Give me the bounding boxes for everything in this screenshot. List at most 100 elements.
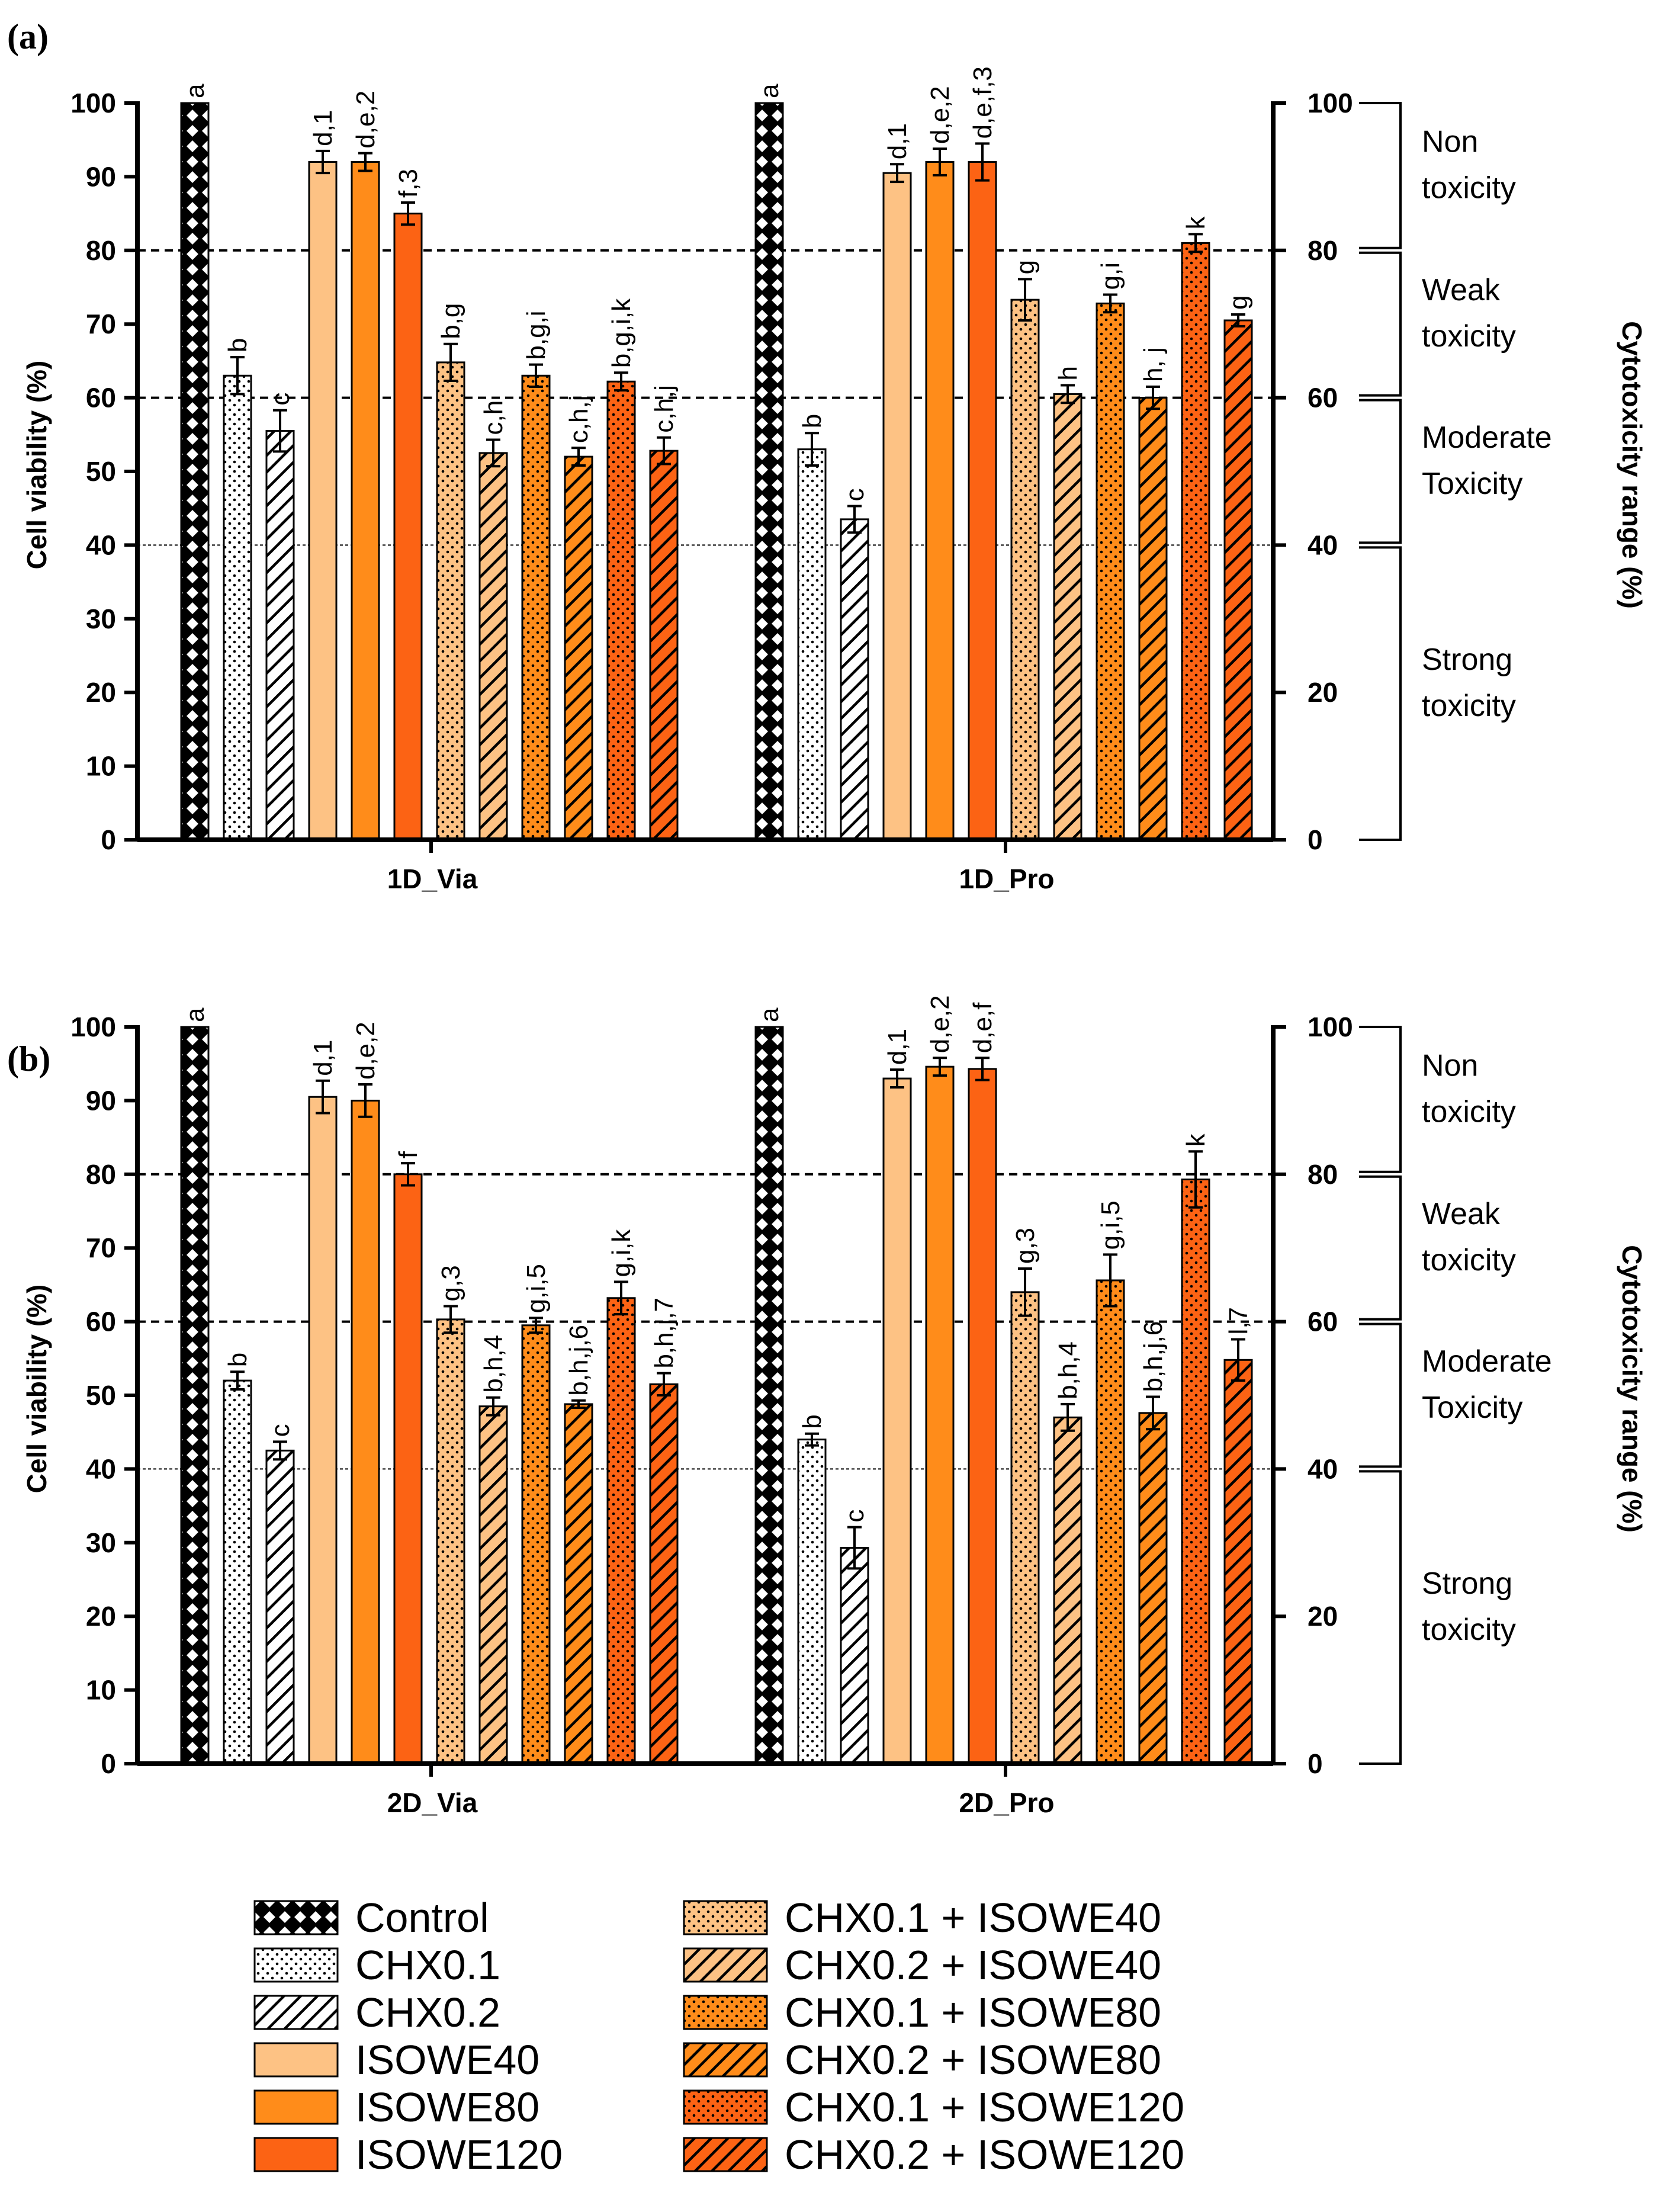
data-label-2d-pro-chx0-1-isowe80: g,i,5: [1096, 1200, 1125, 1250]
legend-item-chx0-1: CHX0.1: [253, 1942, 500, 1988]
right-tick-label-20: 20: [1308, 677, 1338, 708]
left-tick-label-0: 0: [101, 824, 116, 855]
data-label-1d-pro-control: a: [755, 84, 784, 98]
data-label-1d-via-chx0-2-isowe120: c,h,j: [650, 385, 679, 433]
data-label-2d-via-control: a: [181, 1007, 210, 1022]
left-tick-label-50: 50: [86, 1380, 116, 1411]
data-label-2d-pro-chx0-1: b: [798, 1414, 827, 1428]
right-tick-label-80: 80: [1308, 235, 1338, 266]
range-label-weak-toxicity: Weak: [1422, 273, 1501, 307]
bar-1d-via-isowe80: [352, 162, 379, 840]
data-label-1d-via-chx0-2-isowe40: c,h: [479, 400, 508, 435]
right-tick-label-100: 100: [1308, 1012, 1353, 1042]
data-label-2d-pro-chx0-2-isowe120: l,7: [1224, 1307, 1253, 1334]
right-tick-label-0: 0: [1308, 824, 1323, 855]
data-label-1d-pro-chx0-1-isowe80: g,i: [1096, 262, 1125, 290]
left-tick-label-30: 30: [86, 603, 116, 634]
data-label-2d-pro-control: a: [755, 1007, 784, 1022]
bar-1d-via-chx0-2-pattern: [266, 431, 294, 840]
legend-item-chx0-2: CHX0.2: [253, 1989, 500, 2036]
bar-2d-via-chx0-2-isowe80-pattern: [565, 1404, 592, 1764]
error-bar-2d-via-isowe120: [401, 1162, 415, 1187]
bar-2d-pro-chx0-1-pattern: [798, 1439, 825, 1764]
bracket-strong-toxicity: Strong toxicity: [1359, 1470, 1516, 1765]
legend-swatch-pattern: [684, 1996, 767, 2029]
range-label-non-toxicity: toxicity: [1422, 1094, 1516, 1129]
error-bar-1d-pro-isowe80: [933, 147, 947, 176]
range-label-weak-toxicity: Weak: [1422, 1197, 1501, 1231]
right-tick-label-60: 60: [1308, 1306, 1338, 1337]
error-bar-2d-via-isowe80: [358, 1083, 372, 1118]
left-tick-label-100: 100: [70, 88, 116, 118]
legend-swatch-outline: [253, 2089, 339, 2125]
bar-1d-pro-chx0-2-isowe120-pattern: [1225, 320, 1252, 840]
bar-2d-via-chx0-1-isowe80-pattern: [522, 1325, 550, 1764]
bar-2d-via-chx0-1-pattern: [224, 1381, 251, 1764]
data-label-2d-pro-chx0-2: c: [840, 1510, 869, 1523]
left-tick-label-10: 10: [86, 1675, 116, 1706]
data-label-2d-via-chx0-1-isowe120: g,i,k: [607, 1229, 636, 1277]
legend-item-chx0-2-isowe120: CHX0.2 + ISOWE120: [683, 2131, 1184, 2178]
bar-2d-via-chx0-1-isowe120-pattern: [608, 1298, 635, 1764]
legend-swatch-outline: [683, 2137, 768, 2172]
legend-swatch-outline: [683, 2042, 768, 2078]
error-bar-2d-pro-chx0-2-isowe80: [1146, 1395, 1160, 1431]
bar-2d-pro-chx0-2-isowe40-pattern: [1054, 1417, 1081, 1764]
bracket-line: [1359, 546, 1402, 841]
left-axis-title-b: Cell viability (%): [21, 1285, 52, 1494]
bracket-line: [1359, 1322, 1402, 1468]
group-label-1d-via: 1D_Via: [387, 863, 478, 894]
error-bar-2d-pro-isowe80: [933, 1057, 947, 1077]
error-bar-1d-via-chx0-2-isowe80: [571, 447, 586, 467]
bracket-weak-toxicity: Weak toxicity: [1359, 251, 1516, 397]
range-label-moderate-toxicity: Toxicity: [1422, 467, 1522, 501]
right-axis-title-a: Cytotoxicity range (%): [1617, 321, 1647, 609]
error-bar-2d-pro-chx0-1-isowe40: [1018, 1267, 1032, 1317]
error-bar-1d-pro-chx0-1-isowe40: [1018, 278, 1032, 322]
right-tick-label-100: 100: [1308, 88, 1353, 118]
bar-1d-pro-control-pattern: [756, 103, 783, 840]
error-bar-1d-pro-chx0-1-isowe80: [1103, 293, 1117, 314]
left-tick-label-80: 80: [86, 235, 116, 266]
data-label-1d-via-chx0-1: b: [223, 338, 252, 352]
legend-swatch-outline: [253, 1900, 339, 1935]
left-tick-label-90: 90: [86, 1085, 116, 1116]
data-label-2d-pro-chx0-2-isowe40: b,h,4: [1053, 1341, 1082, 1399]
left-tick-label-10: 10: [86, 751, 116, 782]
error-bar-2d-via-chx0-2-isowe80: [571, 1399, 586, 1410]
error-bar-1d-via-isowe120: [401, 201, 415, 226]
error-bar-1d-pro-chx0-2-isowe80: [1146, 385, 1160, 410]
right-tick-label-20: 20: [1308, 1601, 1338, 1632]
data-label-2d-pro-isowe80: d,e,2: [926, 995, 955, 1053]
bar-1d-pro-chx0-2-isowe80-pattern: [1139, 397, 1167, 840]
bar-1d-pro-chx0-1-isowe40-pattern: [1011, 300, 1039, 840]
bracket-non-toxicity: Non toxicity: [1359, 1026, 1516, 1173]
bar-2d-via-chx0-2-isowe40-pattern: [480, 1406, 507, 1764]
data-label-2d-pro-chx0-1-isowe120: k: [1181, 1133, 1210, 1147]
right-tick-label-40: 40: [1308, 1453, 1338, 1484]
data-label-1d-pro-chx0-2-isowe40: h: [1053, 366, 1082, 380]
left-tick-label-70: 70: [86, 309, 116, 339]
bar-1d-pro-chx0-1-isowe80-pattern: [1097, 303, 1124, 840]
legend-item-chx0-2-isowe40: CHX0.2 + ISOWE40: [683, 1942, 1161, 1988]
bar-2d-via-isowe40: [309, 1097, 336, 1764]
legend-swatch-fill: [255, 2091, 338, 2124]
legend-swatch-outline: [253, 2137, 339, 2172]
range-label-moderate-toxicity: Moderate: [1422, 420, 1552, 455]
right-tick-label-40: 40: [1308, 529, 1338, 560]
range-label-non-toxicity: Non: [1422, 1048, 1478, 1083]
left-tick-label-30: 30: [86, 1527, 116, 1558]
data-label-2d-via-chx0-1-isowe40: g,3: [436, 1265, 465, 1301]
bar-2d-pro-control-pattern: [756, 1027, 783, 1764]
error-bar-1d-via-isowe40: [316, 149, 330, 175]
data-label-1d-via-chx0-1-isowe40: b,g: [436, 303, 465, 339]
legend-label: CHX0.2 + ISOWE80: [785, 2037, 1161, 2083]
data-label-2d-via-chx0-2-isowe80: b,h,j,6: [564, 1325, 593, 1396]
error-bar-1d-via-chx0-1: [230, 356, 245, 396]
legend-item-isowe40: ISOWE40: [253, 2037, 539, 2083]
right-tick-label-80: 80: [1308, 1159, 1338, 1190]
error-bar-2d-via-chx0-2-isowe40: [486, 1396, 500, 1417]
data-label-1d-via-chx0-2: c: [266, 393, 295, 406]
bar-2d-via-isowe80: [352, 1100, 379, 1764]
bar-1d-pro-chx0-2-pattern: [841, 519, 868, 840]
